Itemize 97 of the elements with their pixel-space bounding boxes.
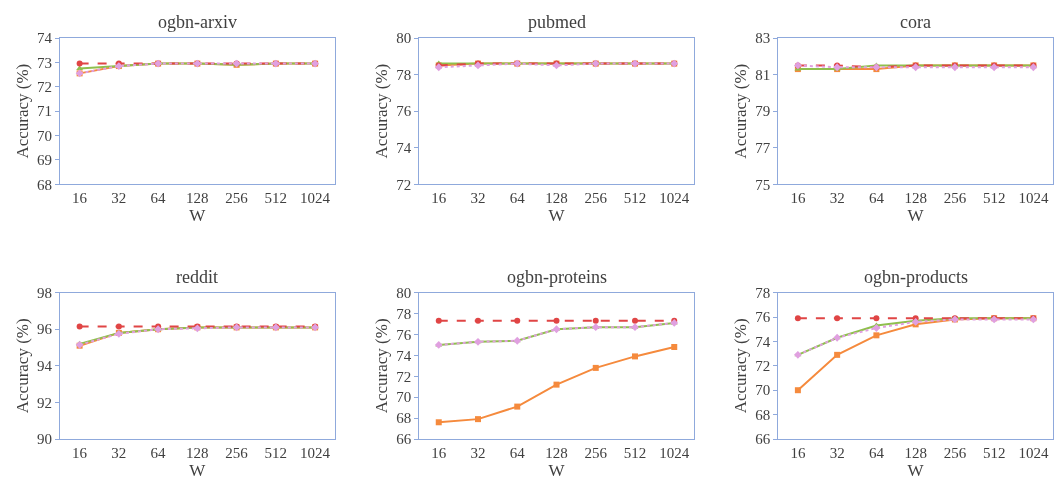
x-tick-label: 32 — [829, 445, 845, 461]
y-tick-label: 78 — [396, 66, 412, 83]
x-tick-label: 512 — [264, 445, 288, 461]
y-tick-label: 76 — [396, 103, 412, 120]
y-axis-title: Accuracy (%) — [371, 63, 391, 159]
y-tick-label: 92 — [37, 394, 52, 411]
y-tick-label: 94 — [37, 358, 53, 375]
x-tick-label: 256 — [584, 445, 608, 461]
x-tick-label: 64 — [509, 445, 526, 461]
y-tick-label: 74 — [396, 140, 412, 157]
x-tick-label: 128 — [545, 190, 568, 207]
y-tick-label: 72 — [755, 358, 771, 375]
x-axis-title: W — [907, 206, 925, 226]
x-tick-label: 64 — [150, 445, 167, 461]
chart-title: ogbn-arxiv — [158, 12, 237, 32]
x-tick-label: 1024 — [659, 445, 690, 461]
y-tick-label: 80 — [396, 284, 412, 301]
x-tick-label: 128 — [186, 445, 209, 461]
y-tick-label: 77 — [755, 140, 771, 157]
x-tick-label: 16 — [431, 445, 447, 461]
y-tick-label: 76 — [755, 309, 771, 326]
x-tick-label: 256 — [225, 445, 249, 461]
y-axis-title: Accuracy (%) — [730, 318, 750, 414]
x-tick-label: 512 — [982, 190, 1006, 207]
y-tick-label: 71 — [37, 103, 52, 120]
x-tick-label: 1024 — [1018, 445, 1049, 461]
y-tick-label: 68 — [37, 176, 52, 193]
y-tick-label: 96 — [37, 321, 53, 338]
x-tick-label: 256 — [943, 445, 967, 461]
y-tick-label: 83 — [755, 30, 771, 47]
x-tick-label: 1024 — [300, 445, 331, 461]
y-tick-label: 98 — [37, 284, 52, 301]
chart-title: ogbn-products — [864, 267, 968, 287]
y-tick-label: 76 — [396, 326, 412, 343]
x-axis-title: W — [189, 461, 207, 480]
x-tick-label: 32 — [829, 190, 845, 207]
y-tick-label: 72 — [396, 176, 412, 193]
x-axis-title: W — [189, 206, 207, 226]
x-tick-label: 128 — [545, 445, 568, 461]
chart-title: cora — [900, 12, 931, 32]
x-tick-label: 16 — [72, 445, 88, 461]
x-tick-label: 512 — [264, 190, 288, 207]
x-tick-label: 64 — [868, 445, 885, 461]
x-tick-label: 256 — [225, 190, 249, 207]
y-tick-label: 79 — [755, 103, 771, 120]
x-tick-label: 512 — [623, 445, 647, 461]
chart-title: ogbn-proteins — [507, 267, 607, 287]
x-tick-label: 128 — [904, 190, 927, 207]
y-tick-label: 68 — [396, 410, 412, 427]
y-tick-label: 66 — [755, 431, 771, 448]
y-tick-label: 66 — [396, 431, 412, 448]
x-axis-title: W — [548, 206, 566, 226]
x-tick-label: 64 — [509, 190, 526, 207]
y-tick-label: 69 — [37, 152, 52, 169]
y-tick-label: 70 — [37, 127, 52, 144]
y-tick-label: 80 — [396, 30, 412, 47]
chart-title: pubmed — [528, 12, 586, 32]
y-tick-label: 74 — [37, 30, 53, 47]
y-tick-label: 78 — [396, 305, 412, 322]
y-tick-label: 73 — [37, 54, 52, 71]
x-tick-label: 32 — [470, 445, 486, 461]
y-tick-label: 78 — [755, 284, 771, 301]
x-tick-label: 32 — [111, 190, 127, 207]
x-tick-label: 1024 — [300, 190, 331, 207]
x-tick-label: 256 — [584, 190, 608, 207]
y-tick-label: 68 — [755, 406, 771, 423]
y-tick-label: 72 — [396, 368, 412, 385]
x-axis-title: W — [907, 461, 925, 480]
x-tick-label: 512 — [623, 190, 647, 207]
x-tick-label: 128 — [904, 445, 927, 461]
chart-title: reddit — [176, 267, 218, 287]
x-tick-label: 32 — [111, 445, 127, 461]
x-tick-label: 128 — [186, 190, 209, 207]
x-tick-label: 256 — [943, 190, 967, 207]
x-tick-label: 1024 — [659, 190, 690, 207]
y-axis-title: Accuracy (%) — [730, 63, 750, 159]
x-tick-label: 16 — [790, 190, 806, 207]
y-tick-label: 90 — [37, 431, 52, 448]
y-tick-label: 75 — [755, 176, 771, 193]
x-tick-label: 64 — [150, 190, 167, 207]
y-tick-label: 72 — [37, 79, 52, 96]
x-tick-label: 64 — [868, 190, 885, 207]
y-tick-label: 74 — [396, 347, 412, 364]
x-tick-label: 16 — [431, 190, 447, 207]
x-tick-label: 16 — [790, 445, 806, 461]
y-axis-title: Accuracy (%) — [12, 318, 32, 414]
y-axis-title: Accuracy (%) — [12, 63, 32, 159]
y-tick-label: 70 — [396, 389, 412, 406]
x-tick-label: 512 — [982, 445, 1006, 461]
x-axis-title: W — [548, 461, 566, 480]
y-tick-label: 74 — [755, 333, 771, 350]
x-tick-label: 32 — [470, 190, 486, 207]
x-tick-label: 16 — [72, 190, 88, 207]
y-axis-title: Accuracy (%) — [371, 318, 391, 414]
y-tick-label: 70 — [755, 382, 771, 399]
x-tick-label: 1024 — [1018, 190, 1049, 207]
y-tick-label: 81 — [755, 66, 771, 83]
